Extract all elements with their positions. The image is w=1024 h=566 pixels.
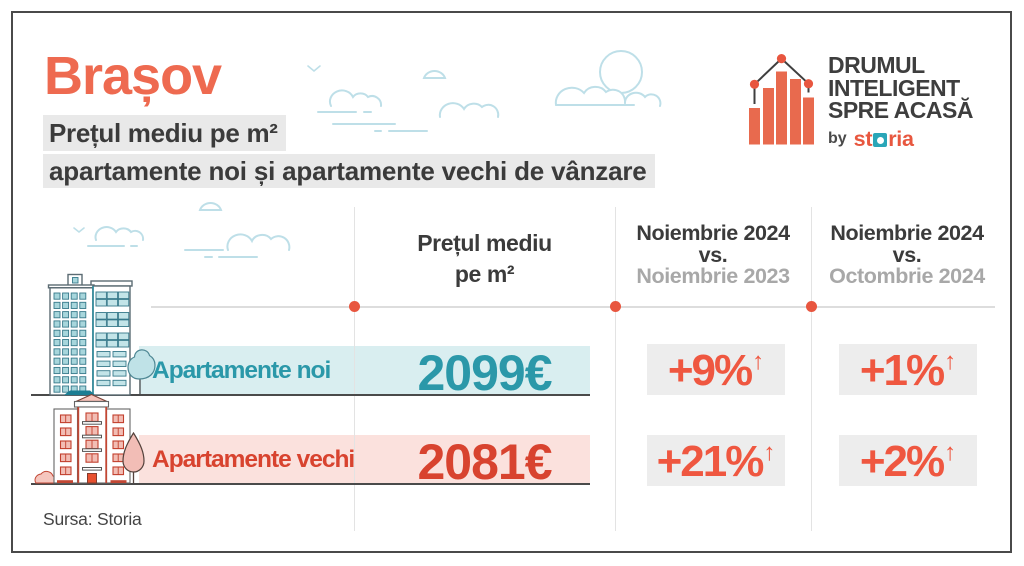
brand-ria: ria	[888, 126, 914, 151]
logo-house-bars-icon	[749, 54, 814, 145]
yoy-header-line3: Noiembrie 2023	[636, 264, 790, 288]
up-arrow-icon: ↑	[944, 347, 957, 375]
ground-line-1	[31, 394, 590, 396]
mom-header-line1: Noiembrie 2024	[830, 221, 984, 245]
yoy-change-old: +21% ↑	[647, 435, 785, 486]
mom-change-old-value: +2%	[859, 436, 945, 486]
column-divider-2	[615, 207, 616, 531]
yoy-header-line2: vs.	[698, 242, 728, 267]
up-arrow-icon: ↑	[763, 438, 776, 466]
yoy-change-old-value: +21%	[656, 436, 765, 486]
header-rule	[151, 306, 995, 308]
storia-brand: st ria	[854, 127, 914, 152]
logo-line2: INTELIGENT	[828, 74, 960, 101]
source-label: Sursa: Storia	[43, 509, 142, 529]
storia-o-mark-icon	[873, 133, 888, 147]
subtitle-line1: Prețul mediu pe m²	[43, 115, 286, 151]
city-title: Brașov	[44, 46, 222, 106]
column-divider-1	[354, 207, 355, 531]
row-label-new: Apartamente noi	[152, 357, 331, 384]
new-building-illustration	[47, 273, 156, 396]
up-arrow-icon: ↑	[752, 347, 765, 375]
mom-header-line3: Octombrie 2024	[829, 264, 985, 288]
storia-byline: by st ria	[828, 126, 914, 152]
row-label-old: Apartamente vechi	[152, 446, 355, 473]
old-building-illustration	[34, 393, 145, 484]
price-header-line1: Prețul mediu	[417, 230, 552, 256]
ground-line-2	[31, 483, 590, 485]
row-price-old: 2081€	[417, 433, 552, 490]
logo-line3: SPRE ACASĂ	[828, 97, 973, 123]
yoy-change-new: +9% ↑	[647, 344, 785, 395]
yoy-header-line1: Noiembrie 2024	[636, 221, 790, 245]
mom-change-new: +1% ↑	[839, 344, 977, 395]
column-divider-3	[811, 207, 812, 531]
logo-wordmark: DRUMUL INTELIGENT SPRE ACASĂ	[828, 54, 973, 122]
mom-change-new-value: +1%	[859, 345, 945, 395]
by-label: by	[828, 130, 847, 147]
logo-line1: DRUMUL	[828, 52, 925, 78]
column-header-mom: Noiembrie 2024 vs. Octombrie 2024	[811, 221, 1003, 288]
brand-st: st	[853, 126, 873, 151]
rule-dot-3	[806, 301, 817, 312]
rule-dot-1	[349, 301, 360, 312]
rule-dot-2	[610, 301, 621, 312]
price-header-line2: pe m²	[454, 261, 515, 287]
row-band-old	[139, 435, 590, 485]
mom-change-old: +2% ↑	[839, 435, 977, 486]
row-price-new: 2099€	[417, 344, 552, 401]
border-frame	[11, 11, 1012, 553]
row-band-new	[139, 346, 590, 396]
yoy-change-new-value: +9%	[667, 345, 753, 395]
column-header-price: Prețul mediu pe m²	[354, 228, 615, 290]
subtitle-line2: apartamente noi și apartamente vechi de …	[43, 154, 655, 188]
mom-header-line2: vs.	[892, 242, 922, 267]
up-arrow-icon: ↑	[944, 438, 957, 466]
column-header-yoy: Noiembrie 2024 vs. Noiembrie 2023	[615, 221, 811, 288]
